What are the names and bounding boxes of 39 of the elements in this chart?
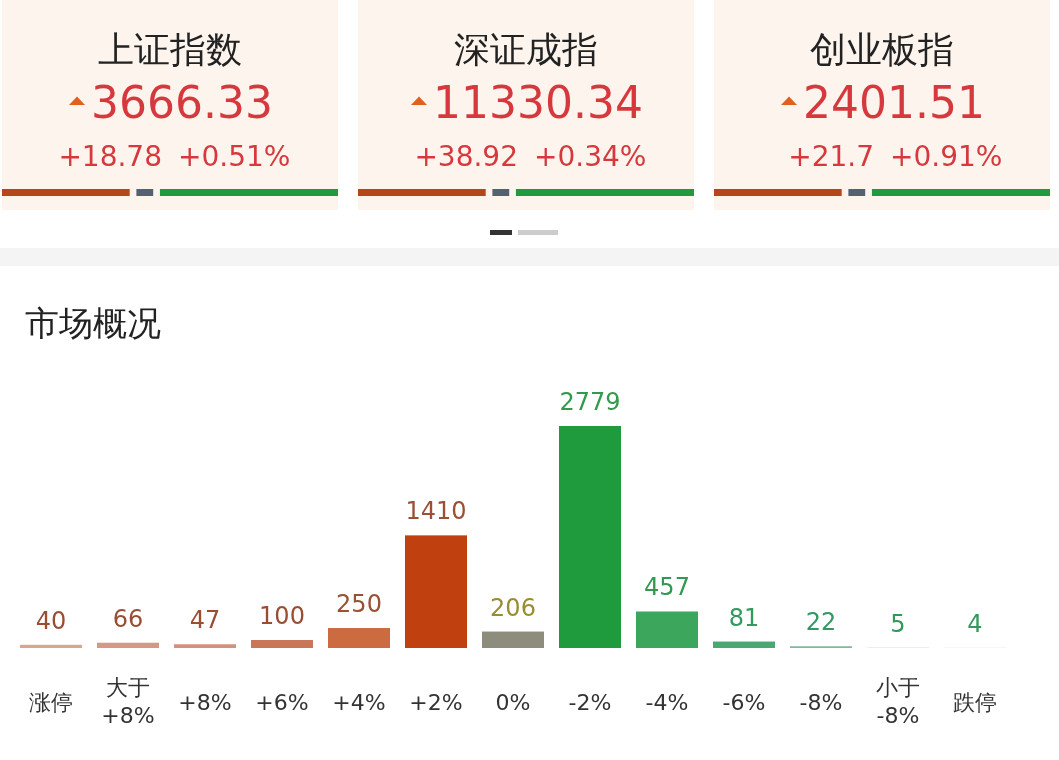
data-label: 40 [35,606,67,635]
text: +0.91% [890,140,1003,173]
data-label: 81 [728,603,760,632]
data-label: 250 [336,590,382,619]
text: +18.78 [58,140,162,173]
data-label: 1410 [405,497,467,526]
data-label: 2779 [559,388,621,416]
x-tick-label: 涨停 [29,690,73,715]
data-label: 66 [112,604,144,633]
x-tick-label: 小于 -8% [876,675,920,728]
data-label: 206 [490,593,536,622]
text: 2401.51 [803,77,985,128]
chart-title: 市场概况 [25,303,161,343]
text: 创业板指 [810,29,954,70]
x-tick-label: -2% [568,690,612,715]
data-label: 100 [259,602,305,630]
x-tick-label: +2% [409,690,463,715]
x-tick-label: -8% [799,690,843,715]
x-tick-label: +6% [255,690,309,715]
text: 11330.34 [433,77,643,128]
text: 上证指数 [98,29,242,70]
text: 深证成指 [454,29,598,70]
data-label: 22 [805,608,837,637]
text: +0.51% [178,140,291,173]
x-tick-label: +8% [178,690,232,715]
x-tick-label: 0% [495,690,531,715]
data-label: 5 [890,609,906,638]
text: +38.92 [414,140,518,173]
x-tick-label: 大于 +8% [101,675,155,728]
text: +0.34% [534,140,647,173]
data-label: 4 [967,609,983,638]
x-tick-label: -4% [645,690,689,715]
data-label: 457 [644,573,690,602]
data-label: 47 [189,606,221,635]
text: +21.7 [788,140,874,173]
x-tick-label: 跌停 [953,690,997,715]
text: 3666.33 [91,77,273,128]
x-tick-label: -6% [722,690,766,715]
x-tick-label: +4% [332,690,386,715]
